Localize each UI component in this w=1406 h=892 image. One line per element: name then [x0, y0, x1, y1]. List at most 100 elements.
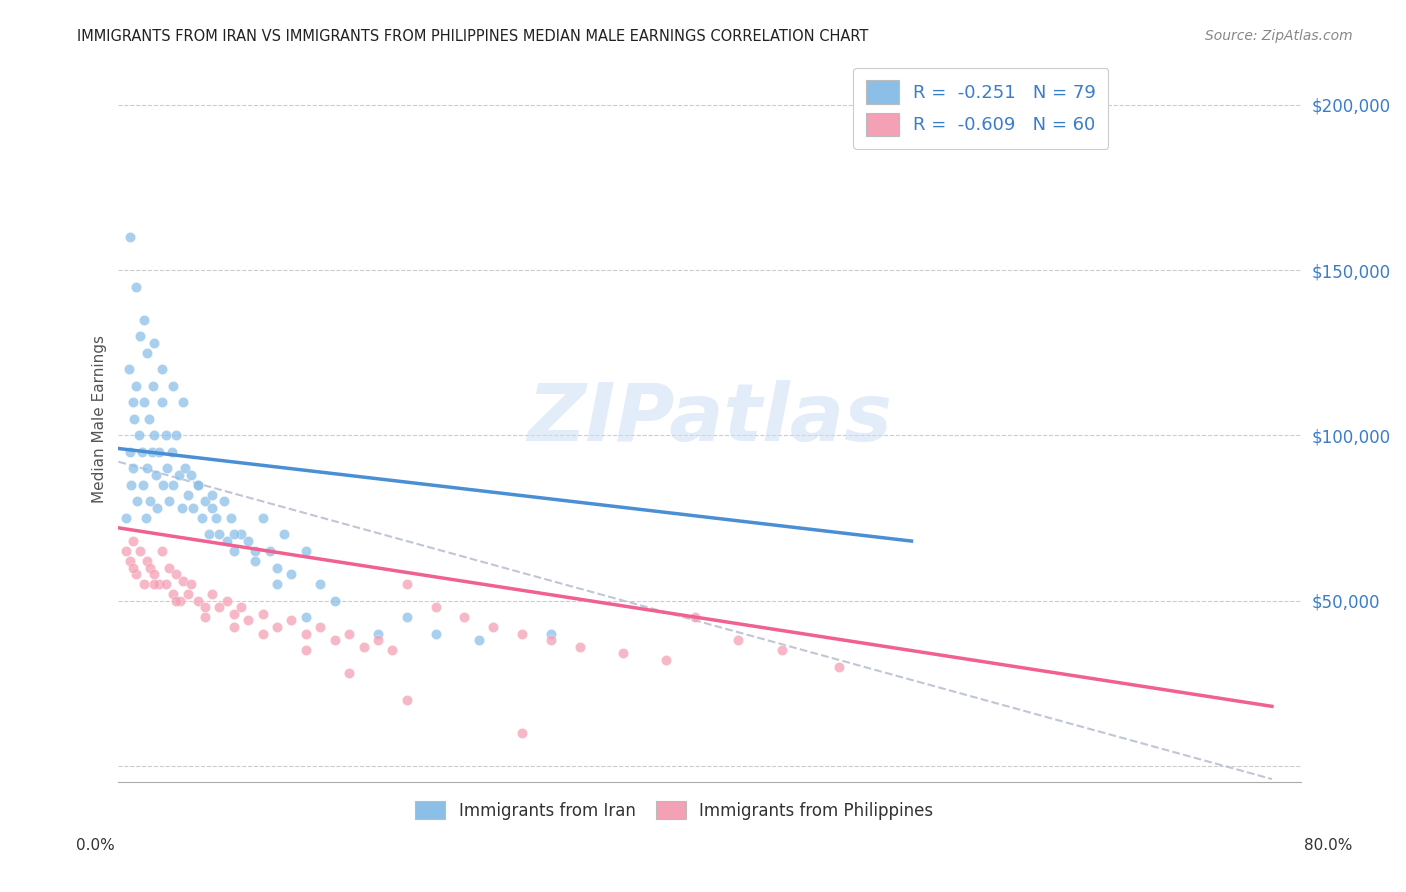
Point: [125, 378, 148, 392]
Point: [425, 600, 447, 615]
Point: [238, 614, 260, 628]
Point: [395, 610, 418, 624]
Point: [205, 511, 228, 525]
Point: [125, 567, 148, 582]
Point: [176, 488, 198, 502]
Point: [150, 395, 173, 409]
Point: [208, 600, 231, 615]
Point: [162, 587, 184, 601]
Point: [143, 335, 166, 350]
Point: [198, 527, 221, 541]
Point: [187, 478, 209, 492]
Point: [150, 544, 173, 558]
Point: [540, 626, 562, 640]
Point: [683, 610, 706, 624]
Y-axis label: Median Male Earnings: Median Male Earnings: [93, 334, 107, 503]
Point: [156, 461, 179, 475]
Point: [273, 527, 295, 541]
Point: [148, 445, 170, 459]
Point: [117, 362, 139, 376]
Point: [212, 494, 235, 508]
Point: [482, 620, 505, 634]
Point: [295, 544, 318, 558]
Point: [353, 640, 375, 654]
Point: [266, 620, 288, 634]
Point: [121, 534, 143, 549]
Point: [222, 607, 245, 621]
Point: [129, 329, 152, 343]
Point: [176, 587, 198, 601]
Point: [118, 554, 141, 568]
Point: [215, 593, 238, 607]
Point: [114, 544, 136, 558]
Point: [180, 467, 202, 482]
Point: [142, 378, 165, 392]
Point: [201, 488, 224, 502]
Point: [309, 577, 332, 591]
Point: [157, 494, 180, 508]
Point: [170, 501, 193, 516]
Point: [323, 633, 346, 648]
Point: [172, 574, 194, 588]
Point: [129, 544, 152, 558]
Point: [727, 633, 749, 648]
Point: [568, 640, 591, 654]
Point: [127, 494, 149, 508]
Point: [136, 554, 159, 568]
Point: [245, 544, 267, 558]
Point: [222, 544, 245, 558]
Point: [238, 534, 260, 549]
Point: [252, 607, 274, 621]
Point: [139, 560, 162, 574]
Point: [259, 544, 281, 558]
Point: [143, 577, 166, 591]
Point: [121, 560, 143, 574]
Point: [201, 587, 224, 601]
Point: [201, 501, 224, 516]
Point: [323, 593, 346, 607]
Text: 80.0%: 80.0%: [1305, 838, 1353, 853]
Point: [266, 577, 288, 591]
Text: ZIPatlas: ZIPatlas: [527, 380, 891, 458]
Point: [280, 614, 302, 628]
Point: [148, 577, 170, 591]
Point: [194, 610, 217, 624]
Point: [172, 395, 194, 409]
Point: [146, 501, 169, 516]
Point: [280, 567, 302, 582]
Point: [208, 527, 231, 541]
Point: [191, 511, 214, 525]
Point: [114, 511, 136, 525]
Point: [337, 666, 360, 681]
Point: [367, 633, 389, 648]
Point: [125, 279, 148, 293]
Point: [309, 620, 332, 634]
Point: [167, 467, 190, 482]
Point: [194, 494, 217, 508]
Point: [162, 478, 184, 492]
Point: [770, 643, 793, 657]
Point: [165, 428, 187, 442]
Point: [138, 411, 160, 425]
Point: [160, 445, 183, 459]
Point: [139, 494, 162, 508]
Point: [367, 626, 389, 640]
Point: [121, 461, 143, 475]
Point: [612, 647, 634, 661]
Point: [510, 626, 533, 640]
Point: [150, 362, 173, 376]
Point: [152, 478, 174, 492]
Point: [222, 527, 245, 541]
Point: [157, 560, 180, 574]
Point: [229, 527, 252, 541]
Point: [510, 725, 533, 739]
Point: [155, 428, 177, 442]
Point: [134, 395, 156, 409]
Point: [124, 411, 146, 425]
Point: [229, 600, 252, 615]
Point: [143, 428, 166, 442]
Text: 0.0%: 0.0%: [76, 838, 115, 853]
Point: [337, 626, 360, 640]
Point: [165, 593, 187, 607]
Text: Source: ZipAtlas.com: Source: ZipAtlas.com: [1205, 29, 1353, 43]
